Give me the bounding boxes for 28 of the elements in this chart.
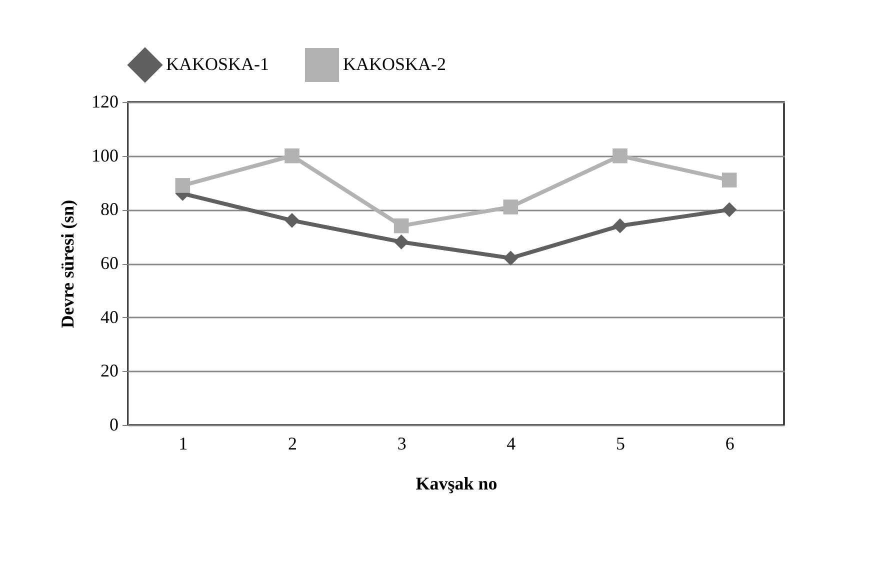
legend-label: KAKOSKA-1 <box>166 54 269 74</box>
x-tick-label: 2 <box>288 434 297 454</box>
point <box>394 234 409 250</box>
point <box>612 218 628 234</box>
y-tick-label: 80 <box>100 199 118 220</box>
y-tick-label: 20 <box>100 360 118 381</box>
x-tick-label: 5 <box>616 434 625 454</box>
point <box>722 172 737 188</box>
legend-label: KAKOSKA-2 <box>343 54 446 74</box>
y-tick-label: 100 <box>92 145 118 166</box>
point <box>503 250 518 266</box>
point <box>612 148 628 164</box>
y-axis-title: Devre süresi (sn) <box>58 200 78 328</box>
point <box>394 218 409 234</box>
y-tick-label: 120 <box>92 92 118 112</box>
point <box>722 202 737 218</box>
x-tick-label: 3 <box>397 434 406 454</box>
point <box>503 200 518 214</box>
x-tick-label: 4 <box>506 434 516 454</box>
point <box>175 178 190 193</box>
point <box>284 148 300 164</box>
x-tick-label: 1 <box>178 434 188 454</box>
y-tick-label: 60 <box>100 253 118 273</box>
y-tick-label: 40 <box>100 306 118 327</box>
x-axis-title: Kavşak no <box>416 474 498 494</box>
x-tick-label: 6 <box>725 434 734 454</box>
point <box>284 213 300 228</box>
y-tick-label: 0 <box>110 414 118 434</box>
